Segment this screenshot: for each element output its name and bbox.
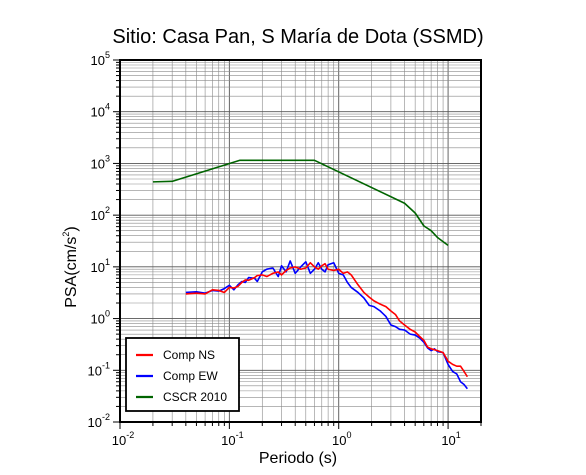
- y-tick-label: 101: [91, 257, 110, 275]
- y-axis-label-close: ): [63, 226, 80, 231]
- series-line-comp-ew: [185, 260, 468, 390]
- plot-frame: [119, 59, 482, 423]
- series-line-cscr-2010: [152, 159, 449, 247]
- y-tick-label: 105: [91, 50, 110, 68]
- legend-label: CSCR 2010: [163, 390, 227, 404]
- legend-box: [125, 337, 240, 412]
- y-axis-label-base: PSA(cm/s: [63, 237, 80, 308]
- y-tick-label: 104: [91, 102, 110, 120]
- x-tick-label: 101: [441, 430, 460, 448]
- chart-series: [152, 159, 469, 390]
- x-tick-label: 10-1: [221, 430, 243, 448]
- legend-label: Comp EW: [163, 369, 218, 383]
- y-tick-label: 10-2: [88, 412, 110, 430]
- legend: Comp NS Comp EW CSCR 2010: [125, 337, 240, 412]
- y-axis-label-exp: 2: [61, 232, 71, 237]
- y-axis-label: PSA(cm/s2): [61, 226, 80, 307]
- legend-label: Comp NS: [163, 348, 215, 362]
- x-tick-label: 100: [332, 430, 351, 448]
- x-tick-label: 10-2: [112, 430, 134, 448]
- axis-ticks: 10-2 10-1 100 101 10-2 10-1 100 101 102 103 104 105: [88, 50, 482, 448]
- y-tick-label: 102: [91, 205, 110, 223]
- y-tick-label: 10-1: [88, 360, 110, 378]
- y-tick-label: 103: [91, 153, 110, 171]
- series-line-comp-ns: [185, 261, 469, 378]
- chart-title: Sitio: Casa Pan, S María de Dota (SSMD): [112, 26, 483, 48]
- x-axis-label: Periodo (s): [259, 450, 337, 467]
- y-tick-label: 100: [91, 309, 110, 327]
